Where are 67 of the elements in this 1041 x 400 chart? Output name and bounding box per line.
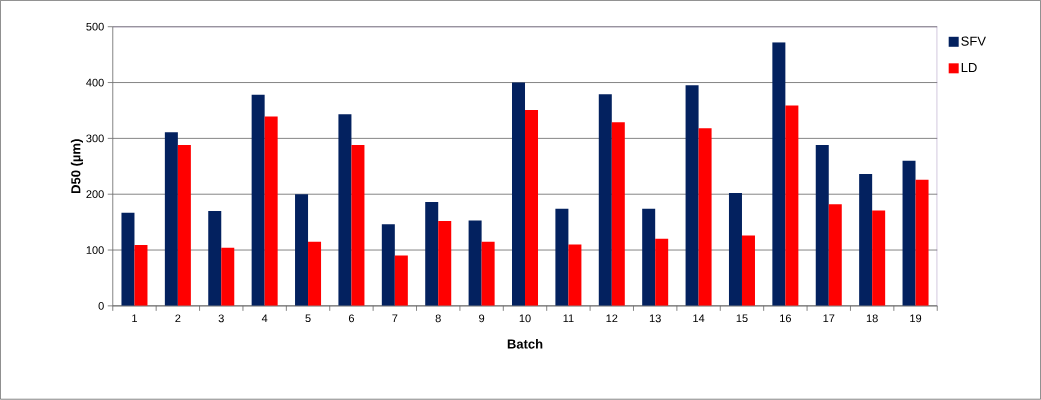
bar xyxy=(177,145,191,307)
x-axis-title: Batch xyxy=(507,339,543,349)
bar xyxy=(611,122,625,307)
bar xyxy=(655,239,669,307)
x-tick-label: 7 xyxy=(392,314,398,323)
x-tick-label: 6 xyxy=(348,314,355,323)
bar xyxy=(264,116,278,307)
bar xyxy=(728,193,742,307)
x-tick-label: 8 xyxy=(435,314,441,323)
x-tick-label: 5 xyxy=(305,314,311,323)
x-tick-label: 10 xyxy=(519,314,531,323)
bar xyxy=(859,174,873,307)
bar xyxy=(134,245,148,307)
x-tick-label: 17 xyxy=(823,314,835,323)
bar xyxy=(425,202,439,307)
bar xyxy=(815,145,829,307)
bar xyxy=(394,255,408,307)
x-tick-label: 4 xyxy=(261,314,268,323)
x-tick-label: 12 xyxy=(606,314,618,323)
bar xyxy=(512,82,526,307)
y-tick-label: 300 xyxy=(86,134,104,143)
bar xyxy=(525,110,539,307)
y-axis-title: D50 (µm) xyxy=(70,139,83,194)
x-tick-label: 3 xyxy=(218,314,224,323)
bar xyxy=(438,221,452,307)
x-tick-label: 11 xyxy=(563,314,574,323)
bar xyxy=(828,204,842,307)
x-tick-label: 13 xyxy=(649,314,661,323)
x-tick-label: 14 xyxy=(693,314,705,323)
bar xyxy=(481,241,495,307)
y-tick-label: 100 xyxy=(86,246,104,255)
bar xyxy=(221,247,235,307)
bar xyxy=(915,179,929,307)
bar xyxy=(295,194,309,307)
legend-label: LD xyxy=(961,63,977,73)
bar xyxy=(902,160,916,307)
y-tick-label: 500 xyxy=(86,23,104,31)
bar xyxy=(308,241,322,307)
bar xyxy=(872,210,886,307)
bar xyxy=(598,94,612,307)
x-tick-label: 19 xyxy=(910,314,922,323)
legend-label: SFV xyxy=(961,36,986,46)
bar xyxy=(685,85,699,307)
bar xyxy=(642,208,656,307)
bar xyxy=(164,132,178,307)
bar xyxy=(785,105,799,307)
x-tick-label: 2 xyxy=(175,314,181,323)
bar xyxy=(741,235,755,307)
bar xyxy=(351,145,365,307)
bar xyxy=(121,212,135,307)
bar xyxy=(251,95,265,307)
y-tick-label: 400 xyxy=(86,78,104,87)
x-tick-label: 15 xyxy=(736,314,748,323)
y-tick-label: 200 xyxy=(86,190,104,199)
bar xyxy=(381,224,395,307)
x-tick-label: 18 xyxy=(866,314,878,323)
y-tick-label: 0 xyxy=(98,302,104,310)
bar xyxy=(555,208,569,307)
bar xyxy=(568,244,582,307)
bar xyxy=(772,42,786,307)
bar xyxy=(208,211,222,307)
bar xyxy=(698,128,712,307)
x-tick-label: 1 xyxy=(132,314,137,323)
x-tick-label: 16 xyxy=(780,314,791,323)
x-tick-label: 9 xyxy=(479,314,485,323)
bar xyxy=(338,114,352,307)
bar xyxy=(468,220,482,307)
